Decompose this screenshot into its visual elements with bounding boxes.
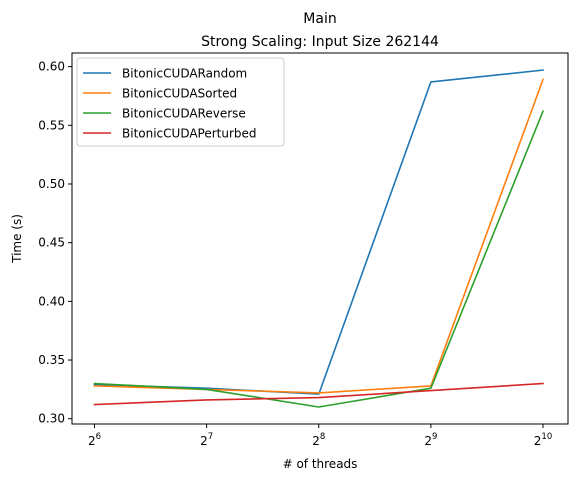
chart-subtitle: Strong Scaling: Input Size 262144 <box>201 34 439 50</box>
y-tick-label: 0.55 <box>38 118 65 132</box>
x-tick-label-exponent: 9 <box>432 432 437 442</box>
legend-label: BitonicCUDARandom <box>122 67 247 81</box>
y-tick-label: 0.30 <box>38 412 65 426</box>
y-tick-label: 0.50 <box>38 177 65 191</box>
x-tick-label-exponent: 6 <box>96 432 101 442</box>
x-axis-ticks: 26 27 28 29 210 <box>88 424 552 448</box>
series-line-bitoniccudaperturbed <box>93 382 544 406</box>
series-line-bitoniccudareverse <box>93 110 545 408</box>
legend-label: BitonicCUDAReverse <box>122 107 246 121</box>
legend-label: BitonicCUDAPerturbed <box>122 127 257 141</box>
x-tick-label-exponent: 7 <box>208 432 213 442</box>
x-tick-label-base: 2 <box>88 434 96 448</box>
x-tick-label-exponent: 10 <box>541 432 552 442</box>
y-tick-label: 0.60 <box>38 60 65 74</box>
x-tick-label: 210 <box>534 432 552 448</box>
x-tick-label-base: 2 <box>312 434 320 448</box>
series-layer <box>93 69 545 408</box>
legend: BitonicCUDARandom BitonicCUDASorted Bitoni… <box>76 57 285 147</box>
chart-title: Main <box>303 11 336 27</box>
x-tick-label-base: 2 <box>534 434 542 448</box>
x-tick-label: 27 <box>200 432 213 448</box>
x-tick-label: 28 <box>312 432 325 448</box>
y-axis-ticks: 0.30 0.35 0.40 0.45 0.50 0.55 0.60 <box>38 60 72 426</box>
x-tick-label-exponent: 8 <box>320 432 325 442</box>
y-tick-label: 0.40 <box>38 294 65 308</box>
legend-frame <box>76 57 285 147</box>
x-tick-label-base: 2 <box>424 434 432 448</box>
x-tick-label-base: 2 <box>200 434 208 448</box>
x-tick-label: 29 <box>424 432 437 448</box>
y-axis-label: Time (s) <box>10 214 24 264</box>
legend-label: BitonicCUDASorted <box>122 87 237 101</box>
plot-frame <box>71 52 569 425</box>
legend-items: BitonicCUDARandom BitonicCUDASorted Bitoni… <box>83 67 257 141</box>
y-tick-label: 0.45 <box>38 236 65 250</box>
x-tick-label: 26 <box>88 432 101 448</box>
x-axis-label: # of threads <box>283 457 358 471</box>
y-tick-label: 0.35 <box>38 353 65 367</box>
